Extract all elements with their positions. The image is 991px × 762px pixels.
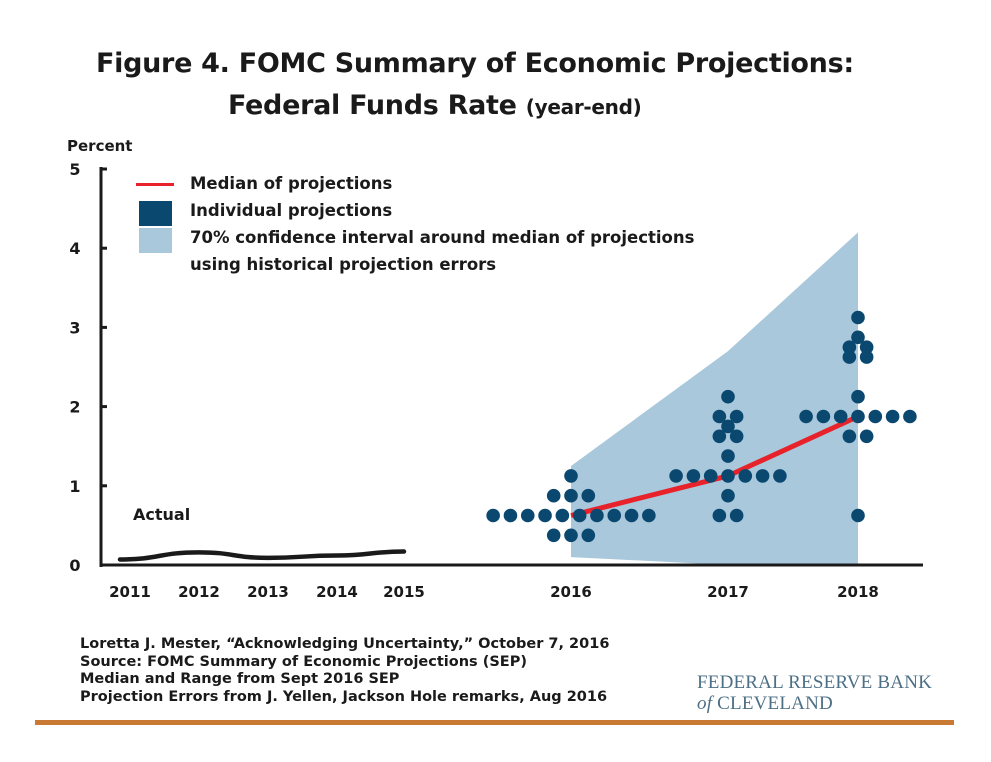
- logo-of: of: [697, 693, 713, 714]
- y-tick-label: 4: [69, 239, 80, 258]
- projection-dot: [712, 508, 727, 523]
- projection-dot: [564, 469, 578, 483]
- x-tick-label: 2012: [178, 583, 220, 601]
- projection-dot: [885, 409, 900, 424]
- projection-dot: [903, 409, 917, 424]
- actual-line-layer: Actual: [117, 505, 407, 562]
- chart-title-line2: Federal Funds Rate (year-end): [228, 90, 642, 121]
- fed-cleveland-logo: FEDERAL RESERVE BANK of CLEVELAND: [697, 672, 932, 714]
- chart-title-sub: (year-end): [525, 95, 642, 119]
- projection-dot: [738, 469, 753, 483]
- projection-dot: [859, 350, 874, 364]
- projection-dot: [721, 419, 735, 434]
- projection-dot: [851, 389, 865, 404]
- projection-dot: [816, 409, 831, 424]
- legend-label-median: Median of projections: [190, 174, 393, 193]
- y-tick-label: 1: [69, 477, 80, 496]
- x-tick-label: 2017: [707, 583, 749, 601]
- projection-dot: [520, 508, 535, 523]
- projection-dot: [546, 488, 561, 503]
- projection-dot: [842, 340, 857, 355]
- y-tick-label: 2: [69, 398, 80, 417]
- chart-title-main: Federal Funds Rate: [228, 90, 517, 121]
- projection-dot: [721, 488, 735, 503]
- projection-dot: [607, 508, 622, 523]
- legend-swatch-band: [139, 228, 172, 253]
- confidence-band-layer: [571, 232, 858, 566]
- projection-dot: [842, 350, 857, 364]
- projection-dot: [729, 429, 744, 444]
- x-tick-label: 2018: [837, 583, 879, 601]
- y-tick-label: 0: [69, 556, 80, 575]
- footer-divider: [35, 720, 954, 725]
- projection-dot: [572, 508, 587, 523]
- y-axis-label: Percent: [67, 137, 133, 155]
- projection-dot: [729, 508, 744, 523]
- projection-dot: [538, 508, 552, 523]
- projection-dot: [581, 528, 596, 543]
- chart-title-line1: Figure 4. FOMC Summary of Economic Proje…: [96, 48, 854, 79]
- x-tick-label: 2015: [383, 583, 425, 601]
- projection-dot: [624, 508, 639, 523]
- source-note-line: Source: FOMC Summary of Economic Project…: [80, 653, 527, 670]
- projection-dot: [686, 469, 701, 483]
- x-tick-label: 2013: [247, 583, 289, 601]
- projection-dot: [868, 409, 883, 424]
- legend-label-individual: Individual projections: [190, 201, 393, 220]
- projection-dot: [712, 409, 727, 424]
- projection-dot: [564, 528, 578, 543]
- logo-name: CLEVELAND: [717, 693, 833, 714]
- projection-dot: [581, 488, 596, 503]
- tick-labels: 0 1 2 3 4 5 2011 2012 2013 2014 2015 2016 2017 2018: [69, 160, 878, 601]
- projection-dot: [503, 508, 518, 523]
- projection-dot: [669, 469, 683, 483]
- projection-dot: [851, 310, 865, 325]
- legend-swatch-individual: [139, 201, 172, 226]
- projection-dot: [564, 488, 578, 503]
- projection-dot: [851, 330, 865, 345]
- source-note-line: Loretta J. Mester, “Acknowledging Uncert…: [80, 636, 610, 652]
- projection-dot: [703, 469, 718, 483]
- axes: [99, 167, 923, 567]
- x-tick-label: 2011: [109, 583, 151, 601]
- projection-dot: [799, 409, 813, 424]
- projection-dot: [859, 429, 874, 444]
- projection-dot: [642, 508, 656, 523]
- logo-line1: FEDERAL RESERVE BANK: [697, 672, 933, 693]
- legend-swatch-median: [136, 183, 174, 186]
- projection-dot: [842, 429, 857, 444]
- projection-dot: [851, 508, 865, 523]
- projection-dot: [721, 449, 735, 463]
- actual-annotation: Actual: [133, 505, 190, 524]
- logo-line2: of CLEVELAND: [697, 693, 932, 714]
- projection-dot: [729, 409, 744, 424]
- projection-dot: [486, 508, 500, 523]
- projection-dot: [851, 409, 865, 424]
- projection-dot: [721, 469, 735, 483]
- projection-dot: [712, 429, 727, 444]
- projection-dot: [721, 389, 735, 404]
- projection-dot: [755, 469, 770, 483]
- legend-label-band-line2: using historical projection errors: [190, 255, 497, 274]
- projection-dot: [590, 508, 604, 523]
- projection-dot: [773, 469, 787, 483]
- x-tick-label: 2016: [550, 583, 592, 601]
- y-tick-label: 5: [69, 160, 80, 179]
- individual-projections-layer: [486, 310, 917, 543]
- projection-dot: [546, 528, 561, 543]
- actual-line: [117, 549, 407, 562]
- source-notes: Loretta J. Mester, “Acknowledging Uncert…: [80, 636, 609, 706]
- confidence-band: [571, 232, 858, 566]
- source-note-line: Median and Range from Sept 2016 SEP: [80, 671, 400, 687]
- y-tick-label: 3: [69, 318, 80, 337]
- source-note-line: Projection Errors from J. Yellen, Jackso…: [80, 688, 608, 705]
- projection-dot: [555, 508, 570, 523]
- projection-dot: [833, 409, 848, 424]
- x-tick-label: 2014: [316, 583, 358, 601]
- projection-dot: [859, 340, 874, 355]
- legend-label-band: 70% confidence interval around median of…: [190, 228, 695, 247]
